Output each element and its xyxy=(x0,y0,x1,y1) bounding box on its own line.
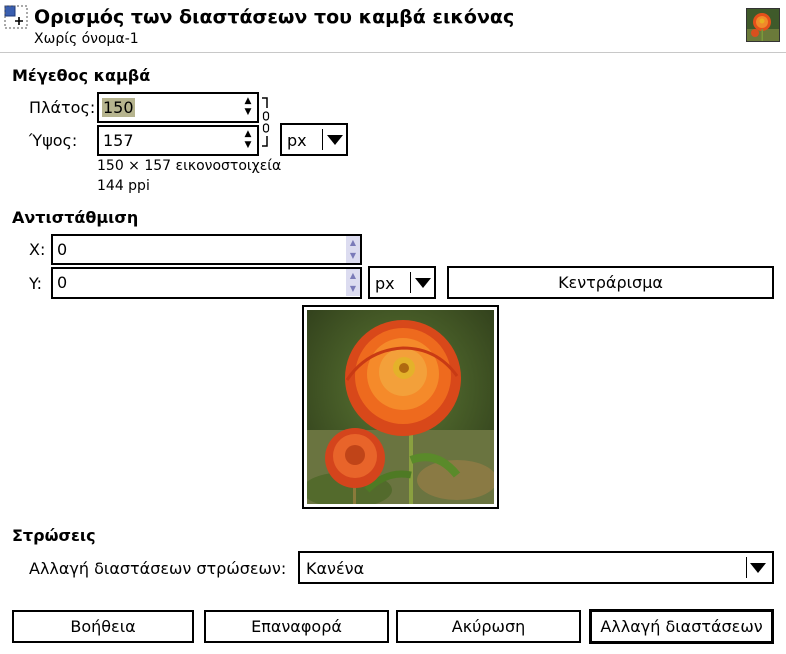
chevron-down-icon xyxy=(415,278,431,288)
dropdown-divider xyxy=(746,557,747,578)
width-spinner[interactable]: 150 ▲ ▼ xyxy=(97,92,259,123)
width-value[interactable]: 150 xyxy=(102,98,135,117)
image-name: Χωρίς όνομα-1 xyxy=(34,31,139,47)
dialog-title: Ορισμός των διαστάσεων του καμβά εικόνας xyxy=(34,6,515,28)
preview-image[interactable] xyxy=(307,310,494,504)
chain-link-icon[interactable] xyxy=(261,96,271,148)
resize-layers-value: Κανένα xyxy=(306,559,365,578)
dropdown-divider xyxy=(322,129,323,150)
offset-unit-value: px xyxy=(375,274,395,293)
height-label: Ύψος: xyxy=(29,131,78,150)
offset-x-label: X: xyxy=(29,240,46,259)
image-thumbnail xyxy=(746,8,780,42)
offset-unit-dropdown[interactable]: px xyxy=(368,266,436,299)
height-value[interactable]: 157 xyxy=(103,131,134,150)
pixel-dimensions: 150 × 157 εικονοστοιχεία xyxy=(97,158,282,174)
canvas-preview[interactable] xyxy=(302,305,499,509)
height-stepper-icon[interactable]: ▲ ▼ xyxy=(244,129,252,150)
offset-y-value[interactable]: 0 xyxy=(57,273,68,292)
chevron-down-icon xyxy=(327,135,343,145)
offset-y-input[interactable]: 0 ▲ ▼ xyxy=(51,267,362,299)
size-unit-dropdown[interactable]: px xyxy=(280,123,348,156)
header-separator xyxy=(0,52,786,53)
height-spinner[interactable]: 157 ▲ ▼ xyxy=(97,125,259,156)
offset-y-label: Y: xyxy=(29,274,43,293)
chevron-down-icon xyxy=(750,563,766,573)
width-label: Πλάτος: xyxy=(29,98,96,117)
dropdown-divider xyxy=(410,272,411,293)
resize-layers-dropdown[interactable]: Κανένα xyxy=(298,551,774,584)
offset-x-value[interactable]: 0 xyxy=(57,240,68,259)
canvas-size-heading: Μέγεθος καμβά xyxy=(12,66,151,85)
resolution-info: 144 ppi xyxy=(97,178,150,194)
offset-y-stepper-icon[interactable]: ▲ ▼ xyxy=(346,269,360,296)
size-unit-value: px xyxy=(287,131,307,150)
reset-button[interactable]: Επαναφορά xyxy=(204,610,389,643)
offset-x-stepper-icon[interactable]: ▲ ▼ xyxy=(346,236,360,263)
resize-button[interactable]: Αλλαγή διαστάσεων xyxy=(589,609,774,644)
width-stepper-icon[interactable]: ▲ ▼ xyxy=(244,96,252,117)
cancel-button[interactable]: Ακύρωση xyxy=(396,610,581,643)
offset-x-input[interactable]: 0 ▲ ▼ xyxy=(51,234,362,265)
layers-heading: Στρώσεις xyxy=(12,526,96,545)
offset-heading: Αντιστάθμιση xyxy=(12,208,139,227)
canvas-size-icon xyxy=(4,5,28,29)
center-button[interactable]: Κεντράρισμα xyxy=(447,266,774,299)
resize-layers-label: Αλλαγή διαστάσεων στρώσεων: xyxy=(29,559,287,578)
help-button[interactable]: Βοήθεια xyxy=(12,610,194,643)
